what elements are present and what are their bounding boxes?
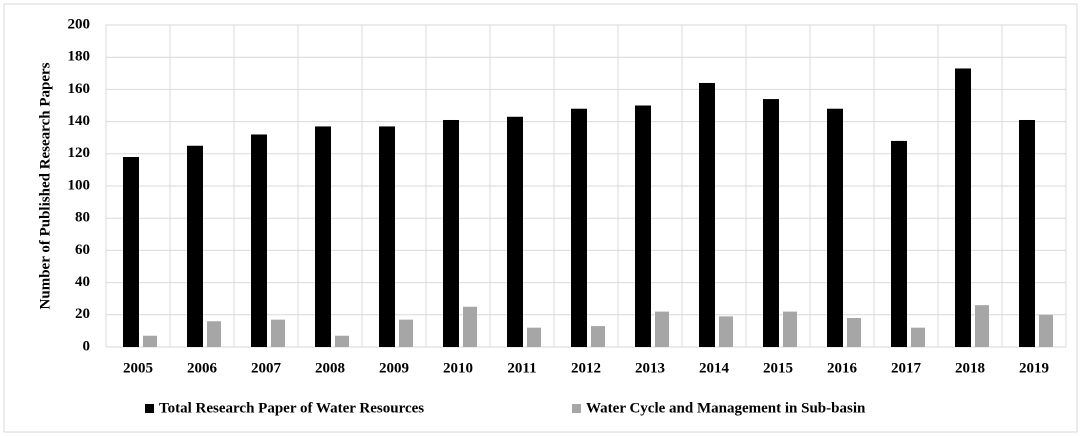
legend-swatch	[572, 404, 581, 413]
bar	[719, 316, 733, 347]
x-tick-label: 2005	[123, 360, 153, 376]
bar	[571, 108, 587, 347]
bar	[591, 326, 605, 347]
y-tick-label: 180	[68, 49, 91, 65]
bar	[763, 99, 779, 347]
bar	[207, 321, 221, 347]
y-tick-label: 140	[68, 113, 91, 129]
bar	[655, 311, 669, 347]
bar	[1039, 314, 1053, 347]
x-tick-label: 2019	[1019, 360, 1049, 376]
bar	[783, 311, 797, 347]
bar	[975, 305, 989, 347]
bar	[271, 319, 285, 347]
x-tick-label: 2014	[699, 360, 730, 376]
bar	[635, 105, 651, 347]
legend-swatch	[145, 404, 154, 413]
x-tick-label: 2008	[315, 360, 345, 376]
y-tick-label: 20	[75, 306, 90, 322]
x-tick-label: 2007	[251, 360, 282, 376]
bar	[891, 140, 907, 347]
bar	[143, 335, 157, 347]
x-tick-label: 2006	[187, 360, 218, 376]
bar	[463, 306, 477, 347]
bar	[507, 116, 523, 348]
bar	[827, 108, 843, 347]
x-tick-label: 2012	[571, 360, 601, 376]
x-tick-label: 2016	[827, 360, 858, 376]
legend-label: Total Research Paper of Water Resources	[159, 400, 424, 416]
bar	[911, 327, 925, 347]
bar	[399, 319, 413, 347]
y-tick-label: 120	[68, 145, 91, 161]
bar	[187, 145, 203, 347]
bar	[699, 82, 715, 348]
bar	[955, 68, 971, 347]
y-tick-label: 200	[68, 16, 91, 32]
y-tick-label: 40	[75, 274, 90, 290]
y-tick-label: 160	[68, 81, 91, 97]
x-tick-label: 2013	[635, 360, 665, 376]
y-axis-title: Number of Published Research Papers	[37, 62, 53, 309]
bar	[315, 126, 331, 348]
x-tick-label: 2010	[443, 360, 473, 376]
y-tick-label: 0	[83, 338, 91, 354]
x-tick-label: 2009	[379, 360, 409, 376]
bar	[847, 318, 861, 347]
bar	[379, 126, 395, 348]
bar	[443, 119, 459, 348]
bar	[335, 335, 349, 347]
bar	[123, 157, 139, 347]
y-tick-label: 100	[68, 177, 91, 193]
bar	[251, 134, 267, 347]
y-tick-label: 60	[75, 242, 90, 258]
y-tick-label: 80	[75, 210, 90, 226]
x-tick-label: 2018	[955, 360, 985, 376]
bar	[527, 327, 541, 347]
x-tick-label: 2011	[507, 360, 536, 376]
x-tick-label: 2017	[891, 360, 922, 376]
legend-label: Water Cycle and Management in Sub-basin	[586, 400, 866, 416]
x-tick-label: 2015	[763, 360, 793, 376]
bar	[1019, 119, 1035, 348]
